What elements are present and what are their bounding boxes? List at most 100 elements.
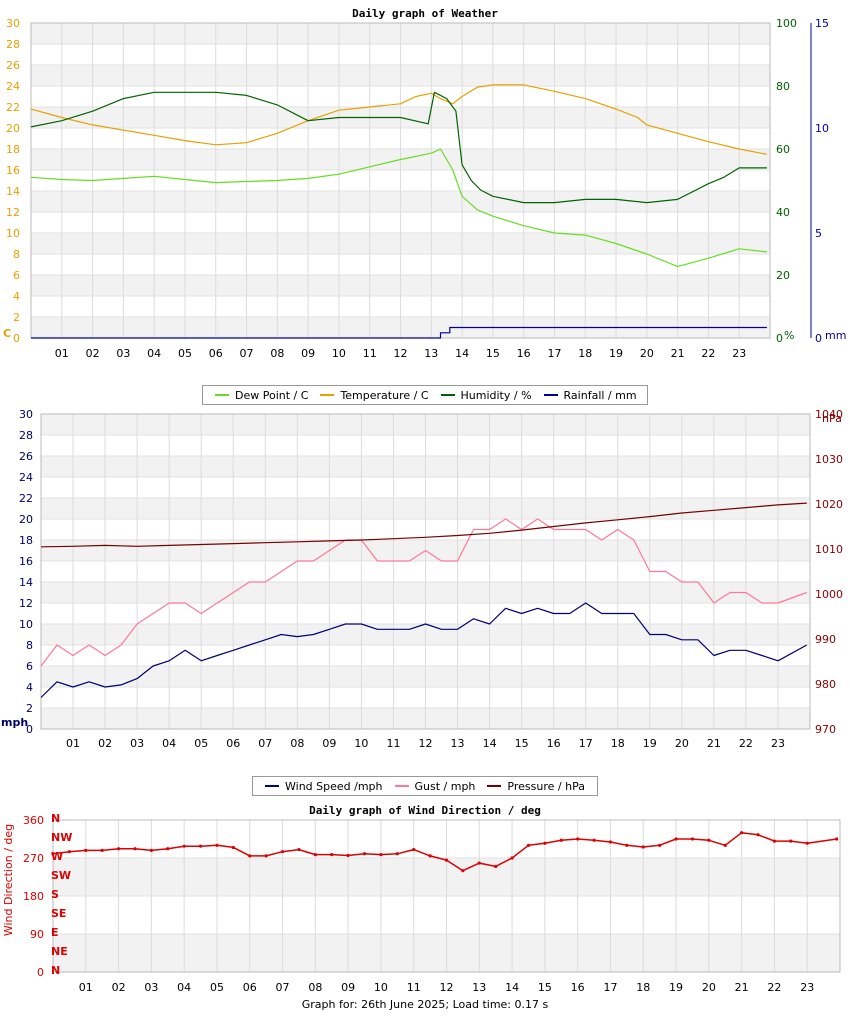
weather-x-tick: 02: [86, 347, 100, 360]
wind-x-tick: 23: [771, 737, 785, 750]
direction-axis-y-tick: 0: [37, 966, 44, 979]
direction-point: [362, 852, 367, 856]
compass-label: N: [51, 812, 60, 825]
direction-point: [674, 837, 678, 841]
direction-x-tick: 07: [276, 981, 290, 994]
pressure-axis-y-tick: 1020: [815, 498, 843, 511]
legend-item-dew-point: Dew Point / C: [215, 389, 308, 402]
compass-label: NE: [51, 945, 68, 958]
rain-axis-y-tick: 15: [815, 17, 829, 30]
direction-point: [789, 839, 793, 843]
direction-x-tick: 05: [210, 981, 224, 994]
direction-point: [756, 833, 760, 837]
temp-axis-unit: C: [3, 327, 11, 340]
weather-x-tick: 01: [55, 347, 69, 360]
temperature-swatch: [320, 394, 335, 396]
direction-point: [198, 844, 203, 848]
humidity-axis-y-tick: 20: [776, 269, 790, 282]
speed-axis-y-tick: 2: [26, 702, 33, 715]
direction-point: [330, 853, 334, 857]
direction-point: [805, 841, 809, 845]
direction-x-tick: 09: [341, 981, 355, 994]
humidity-axis-unit: %: [784, 329, 794, 342]
direction-point: [379, 853, 383, 857]
compass-label: NW: [51, 831, 72, 844]
temp-axis-y-tick: 0: [13, 332, 20, 345]
wind-x-tick: 11: [386, 737, 400, 750]
wind-x-tick: 18: [611, 737, 625, 750]
weather-legend: Dew Point / C Temperature / C Humidity /…: [202, 385, 648, 405]
speed-axis-y-tick: 20: [19, 513, 33, 526]
weather-x-tick: 14: [455, 347, 469, 360]
wind-x-tick: 03: [130, 737, 144, 750]
legend-label-pressure: Pressure / hPa: [507, 779, 585, 793]
direction-point: [313, 853, 317, 857]
weather-x-tick: 18: [578, 347, 592, 360]
direction-point: [559, 838, 563, 842]
direction-x-tick: 23: [800, 981, 814, 994]
speed-axis-unit: mph: [1, 716, 28, 729]
weather-x-tick: 23: [732, 347, 746, 360]
direction-x-tick: 04: [177, 981, 191, 994]
humidity-axis-y-tick: 40: [776, 206, 790, 219]
legend-item-gust: Gust / mph: [394, 780, 475, 793]
direction-point: [412, 847, 416, 852]
wind-chart: 01 02 03 04 05 06 07 08 09 10 11 12 13 14 15 16 17 18 19 20…: [1, 408, 843, 750]
weather-x-tick: 11: [363, 347, 377, 360]
weather-x-tick: 15: [486, 347, 500, 360]
series-line-gust: [40, 518, 808, 667]
legend-label-wind-speed: Wind Speed /mph: [285, 779, 383, 793]
pressure-axis-y-tick: 1040: [815, 408, 843, 421]
temp-axis-y-tick: 18: [6, 143, 20, 156]
pressure-axis-unit: hPa: [822, 412, 842, 425]
temp-axis-y-tick: 14: [6, 185, 20, 198]
speed-axis-y-tick: 18: [19, 534, 33, 547]
direction-point: [543, 841, 547, 845]
weather-x-tick: 04: [147, 347, 161, 360]
temp-axis-y-tick: 4: [13, 290, 20, 303]
legend-label-rainfall: Rainfall / mm: [563, 388, 637, 402]
legend-label-humidity: Humidity / %: [460, 388, 532, 402]
footer-text: Graph for: 26th June 2025; Load time: 0.…: [301, 998, 549, 1011]
wind-legend: Wind Speed /mph Gust / mph Pressure / hP…: [252, 776, 598, 796]
legend-label-temperature: Temperature / C: [340, 388, 429, 402]
direction-point: [215, 843, 219, 847]
temp-axis-y-tick: 16: [6, 164, 20, 177]
legend-item-rainfall: Rainfall / mm: [543, 388, 637, 402]
direction-point: [835, 837, 839, 841]
wind-x-tick: 09: [322, 737, 336, 750]
pressure-axis-y-tick: 980: [815, 678, 836, 691]
direction-x-tick: 20: [702, 981, 716, 994]
wind-x-tick: 17: [579, 737, 593, 750]
direction-x-tick: 06: [243, 981, 257, 994]
humidity-axis-y-tick: 80: [776, 80, 790, 93]
direction-x-tick: 19: [669, 981, 683, 994]
weather-x-tick: 10: [332, 347, 346, 360]
direction-point: [149, 848, 153, 853]
weather-x-tick: 12: [394, 347, 408, 360]
temp-axis-y-tick: 20: [6, 122, 20, 135]
direction-plot-border: [52, 819, 841, 973]
wind-x-tick: 08: [290, 737, 304, 750]
speed-axis-y-tick: 22: [19, 492, 33, 505]
weather-x-tick: 19: [609, 347, 623, 360]
direction-point: [658, 843, 662, 847]
direction-x-tick: 17: [603, 981, 617, 994]
pressure-swatch: [487, 785, 502, 787]
direction-axis-y-tick: 270: [23, 852, 44, 865]
humidity-swatch: [440, 394, 455, 396]
direction-point: [100, 848, 104, 853]
wind-x-tick: 07: [258, 737, 272, 750]
legend-item-wind-speed: Wind Speed /mph: [265, 780, 383, 793]
weather-x-tick: 07: [240, 347, 254, 360]
direction-x-tick: 11: [407, 981, 421, 994]
direction-point: [67, 850, 71, 854]
temp-axis-y-tick: 8: [13, 248, 20, 261]
legend-item-humidity: Humidity / %: [440, 388, 532, 402]
wind-x-tick: 15: [515, 737, 529, 750]
speed-axis-y-tick: 16: [19, 555, 33, 568]
direction-axis-y-tick: 180: [23, 890, 44, 903]
direction-point: [231, 845, 235, 850]
